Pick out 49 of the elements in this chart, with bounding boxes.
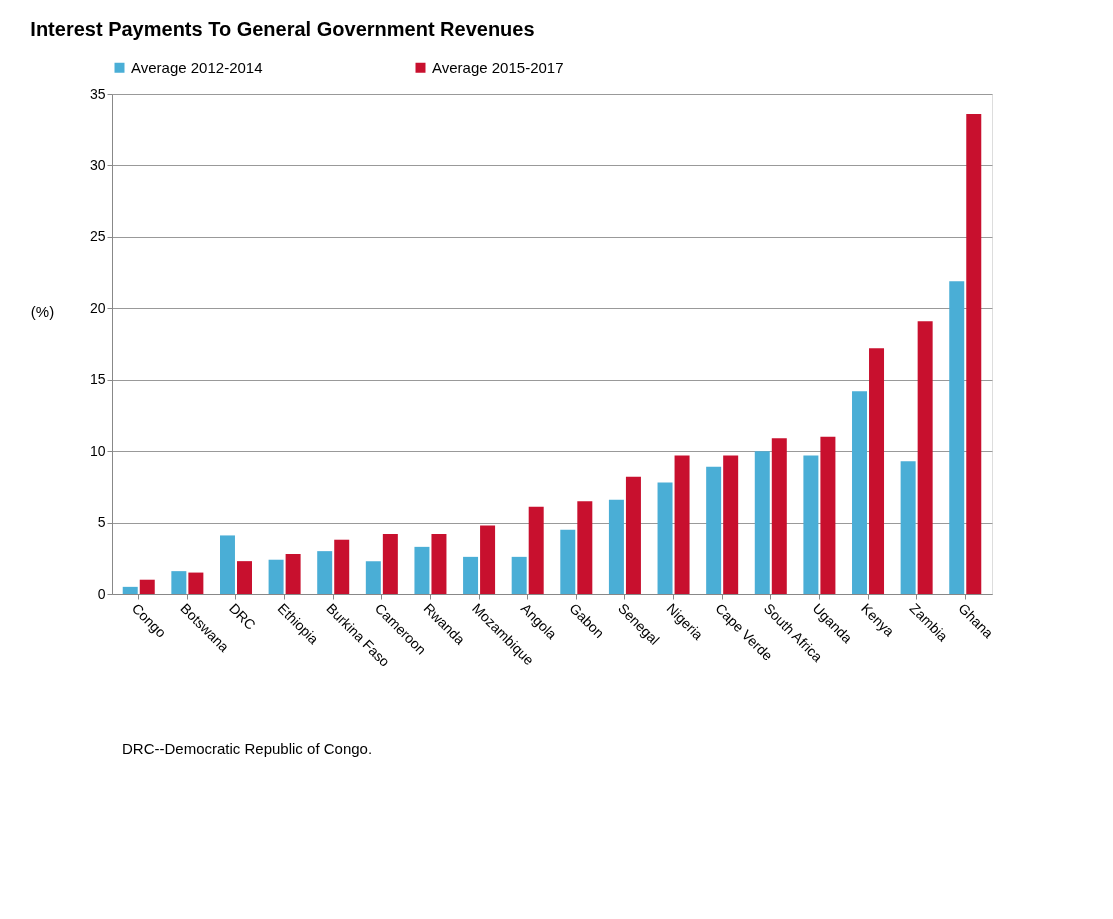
bar: [236, 561, 252, 594]
bar: [334, 539, 350, 594]
y-tick-label: 20: [89, 299, 106, 316]
bar: [723, 455, 739, 594]
bar: [608, 499, 624, 594]
bar: [625, 476, 641, 594]
bar: [511, 556, 527, 594]
y-tick-label: 35: [89, 85, 106, 102]
bar: [577, 501, 593, 594]
y-tick-label: 15: [89, 371, 106, 388]
bar: [480, 525, 496, 594]
bar: [852, 391, 868, 594]
bar: [219, 535, 235, 594]
bar: [966, 114, 982, 594]
bar: [431, 534, 447, 594]
y-tick-label: 10: [89, 442, 106, 459]
bar: [917, 321, 933, 594]
chart-title: Interest Payments To General Government Revenues: [30, 18, 535, 40]
bar: [463, 556, 479, 594]
bar: [706, 466, 722, 594]
bar: [188, 572, 204, 594]
y-tick-label: 5: [97, 514, 106, 531]
bar: [674, 455, 690, 594]
bar: [657, 482, 673, 594]
bar: [869, 348, 885, 594]
bar: [365, 561, 381, 594]
bar: [900, 461, 916, 594]
bar: [771, 438, 787, 594]
bar: [414, 546, 430, 594]
bar: [122, 586, 138, 594]
y-tick-label: 25: [89, 228, 106, 245]
bar: [560, 529, 576, 594]
bar: [268, 559, 284, 594]
text: DRC--Democratic Republic of Congo.: [122, 740, 373, 757]
bar: [528, 506, 544, 594]
bar: [285, 554, 301, 594]
y-axis-title: (%): [30, 302, 55, 320]
legend-label: Average 2015-2017: [432, 58, 564, 76]
bar: [382, 534, 398, 594]
bar: [754, 451, 770, 594]
bar: [171, 571, 187, 594]
bar: [803, 455, 819, 594]
legend-label: Average 2012-2014: [131, 58, 263, 76]
y-tick-label: 0: [97, 585, 106, 602]
bar: [820, 436, 836, 594]
bar: [317, 551, 333, 594]
y-tick-label: 30: [89, 156, 106, 173]
bar: [139, 579, 155, 594]
bar: [949, 281, 965, 594]
